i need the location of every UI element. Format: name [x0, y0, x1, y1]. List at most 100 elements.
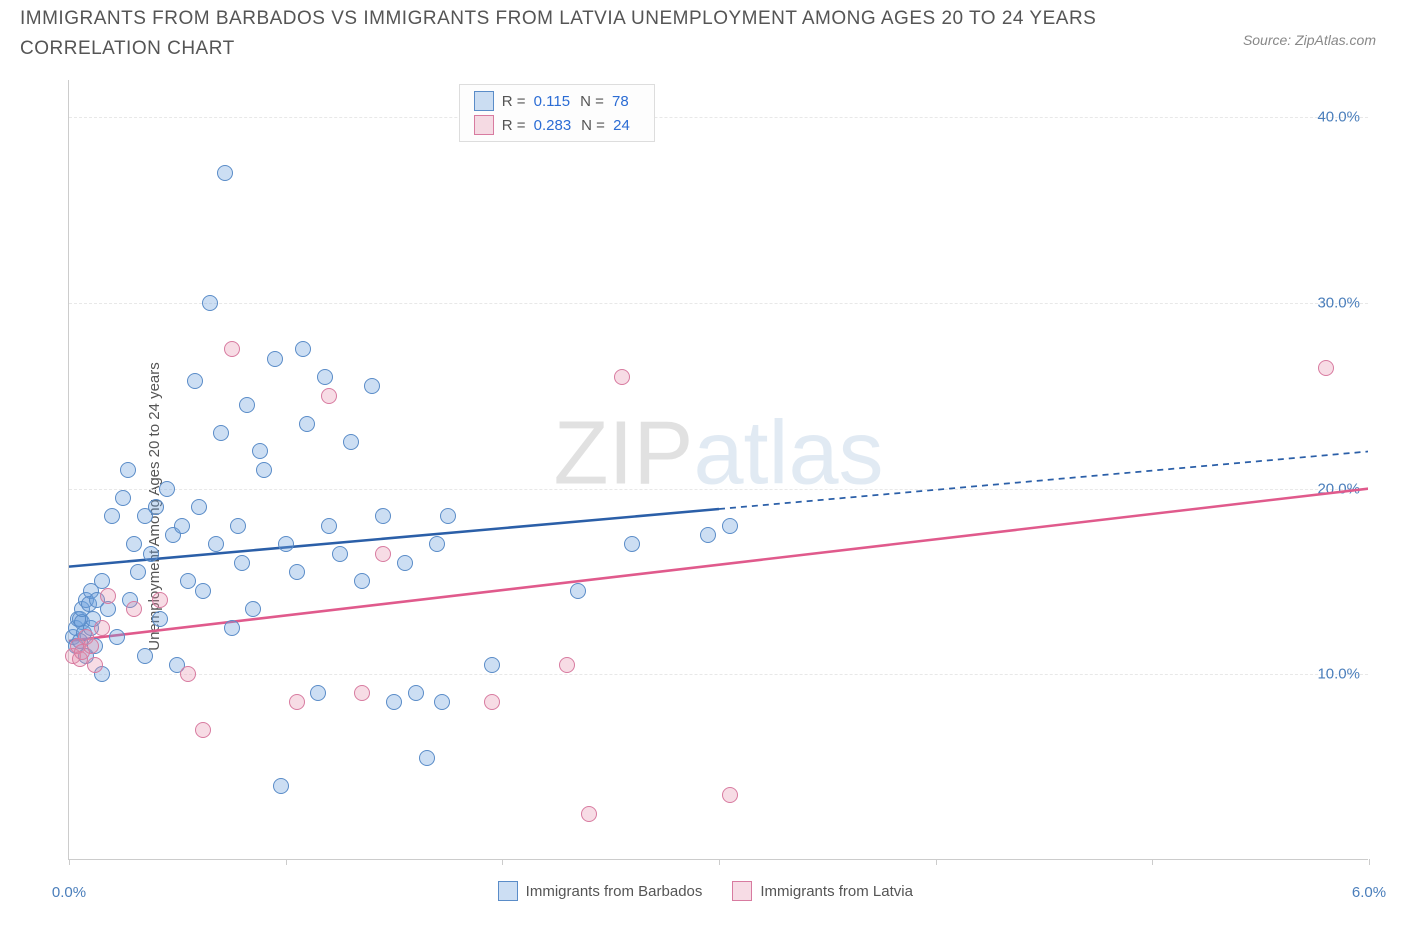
gridline — [69, 303, 1368, 304]
plot-area: ZIPatlas 10.0%20.0%30.0%40.0%0.0%6.0%R =… — [68, 80, 1368, 860]
gridline — [69, 117, 1368, 118]
watermark: ZIPatlas — [553, 402, 883, 505]
legend-label: Immigrants from Barbados — [526, 883, 703, 900]
data-point — [310, 685, 326, 701]
data-point — [354, 573, 370, 589]
data-point — [321, 388, 337, 404]
legend-swatch — [732, 881, 752, 901]
data-point — [120, 462, 136, 478]
data-point — [174, 518, 190, 534]
data-point — [109, 629, 125, 645]
chart-title: IMMIGRANTS FROM BARBADOS VS IMMIGRANTS F… — [20, 4, 1140, 65]
data-point — [252, 443, 268, 459]
data-point — [289, 694, 305, 710]
y-tick-label: 30.0% — [1317, 294, 1360, 311]
data-point — [278, 536, 294, 552]
data-point — [187, 373, 203, 389]
data-point — [234, 555, 250, 571]
data-point — [295, 341, 311, 357]
data-point — [126, 601, 142, 617]
x-tick — [1369, 859, 1370, 865]
gridline — [69, 674, 1368, 675]
y-tick-label: 10.0% — [1317, 666, 1360, 683]
legend-stats: R = 0.115N = 78 R = 0.283N = 24 — [459, 84, 655, 142]
legend-label: Immigrants from Latvia — [760, 883, 913, 900]
y-tick-label: 20.0% — [1317, 480, 1360, 497]
data-point — [159, 481, 175, 497]
data-point — [180, 573, 196, 589]
data-point — [104, 508, 120, 524]
legend-swatch — [474, 91, 494, 111]
x-tick — [69, 859, 70, 865]
x-tick — [719, 859, 720, 865]
data-point — [570, 583, 586, 599]
data-point — [624, 536, 640, 552]
data-point — [239, 397, 255, 413]
legend-stat-text: R = 0.283N = 24 — [502, 117, 640, 134]
legend-item: Immigrants from Latvia — [732, 881, 913, 901]
data-point — [94, 573, 110, 589]
data-point — [434, 694, 450, 710]
data-point — [722, 787, 738, 803]
data-point — [217, 165, 233, 181]
data-point — [1318, 360, 1334, 376]
legend-swatch — [474, 115, 494, 135]
data-point — [230, 518, 246, 534]
data-point — [100, 588, 116, 604]
x-tick-label: 6.0% — [1352, 884, 1386, 901]
x-tick — [286, 859, 287, 865]
x-tick — [936, 859, 937, 865]
data-point — [581, 806, 597, 822]
y-tick-label: 40.0% — [1317, 109, 1360, 126]
data-point — [273, 778, 289, 794]
data-point — [321, 518, 337, 534]
legend-series: Immigrants from Barbados Immigrants from … — [498, 881, 913, 901]
data-point — [245, 601, 261, 617]
legend-swatch — [498, 881, 518, 901]
data-point — [126, 536, 142, 552]
data-point — [83, 638, 99, 654]
data-point — [202, 295, 218, 311]
data-point — [152, 611, 168, 627]
legend-row: R = 0.115N = 78 — [474, 91, 640, 111]
data-point — [397, 555, 413, 571]
data-point — [87, 657, 103, 673]
data-point — [208, 536, 224, 552]
data-point — [332, 546, 348, 562]
data-point — [700, 527, 716, 543]
x-tick — [1152, 859, 1153, 865]
data-point — [484, 657, 500, 673]
data-point — [224, 620, 240, 636]
legend-item: Immigrants from Barbados — [498, 881, 703, 901]
data-point — [143, 546, 159, 562]
data-point — [256, 462, 272, 478]
data-point — [224, 341, 240, 357]
data-point — [559, 657, 575, 673]
data-point — [94, 620, 110, 636]
source-attribution: Source: ZipAtlas.com — [1243, 4, 1386, 48]
data-point — [195, 583, 211, 599]
data-point — [440, 508, 456, 524]
data-point — [267, 351, 283, 367]
data-point — [115, 490, 131, 506]
data-point — [195, 722, 211, 738]
x-tick — [502, 859, 503, 865]
data-point — [614, 369, 630, 385]
data-point — [408, 685, 424, 701]
x-tick-label: 0.0% — [52, 884, 86, 901]
data-point — [191, 499, 207, 515]
data-point — [375, 546, 391, 562]
legend-row: R = 0.283N = 24 — [474, 115, 640, 135]
data-point — [364, 378, 380, 394]
data-point — [152, 592, 168, 608]
data-point — [317, 369, 333, 385]
data-point — [429, 536, 445, 552]
legend-stat-text: R = 0.115N = 78 — [502, 93, 639, 110]
gridline — [69, 489, 1368, 490]
data-point — [722, 518, 738, 534]
data-point — [130, 564, 146, 580]
data-point — [354, 685, 370, 701]
data-point — [148, 499, 164, 515]
data-point — [484, 694, 500, 710]
data-point — [419, 750, 435, 766]
